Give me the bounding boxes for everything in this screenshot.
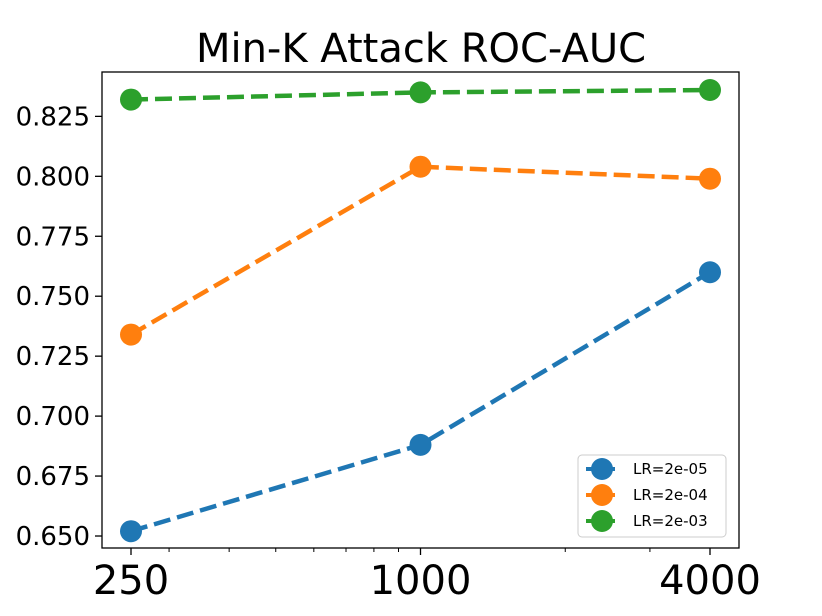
data-point bbox=[409, 81, 432, 104]
legend: LR=2e-05 LR=2e-04 LR=2e-03 bbox=[577, 454, 727, 538]
data-point bbox=[699, 167, 721, 190]
legend-item: LR=2e-04 bbox=[586, 484, 708, 506]
x-tick-label: 4000 bbox=[659, 558, 761, 604]
y-tick-label: 0.650 bbox=[16, 522, 90, 552]
data-point bbox=[120, 323, 142, 346]
data-point bbox=[409, 433, 432, 456]
data-point bbox=[120, 520, 142, 543]
legend-marker bbox=[591, 458, 613, 480]
x-tick-label: 250 bbox=[93, 558, 169, 604]
series-layer bbox=[120, 78, 721, 543]
legend-label: LR=2e-04 bbox=[633, 486, 708, 504]
axes-layer: 0.650 0.675 0.700 0.725 0.750 0.775 0.800 0.825… bbox=[16, 102, 761, 604]
legend-marker bbox=[591, 484, 613, 506]
y-tick-label: 0.700 bbox=[16, 402, 90, 432]
y-tick-label: 0.675 bbox=[16, 462, 90, 492]
legend-box bbox=[577, 454, 727, 538]
series-2 bbox=[120, 78, 721, 111]
y-tick-label: 0.825 bbox=[16, 102, 90, 132]
legend-item: LR=2e-03 bbox=[586, 510, 708, 532]
chart-title: Min-K Attack ROC-AUC bbox=[196, 26, 646, 72]
legend-marker bbox=[591, 510, 613, 532]
y-tick-label: 0.750 bbox=[16, 282, 90, 312]
legend-item: LR=2e-05 bbox=[586, 458, 708, 480]
data-point bbox=[120, 88, 142, 111]
series-0 bbox=[120, 261, 721, 543]
legend-label: LR=2e-03 bbox=[633, 512, 708, 530]
y-tick-label: 0.800 bbox=[16, 162, 90, 192]
series-1 bbox=[120, 155, 721, 346]
legend-label: LR=2e-05 bbox=[633, 460, 708, 478]
x-tick-label: 1000 bbox=[370, 558, 472, 604]
y-tick-label: 0.725 bbox=[16, 342, 90, 372]
y-tick-label: 0.775 bbox=[16, 222, 90, 252]
data-point bbox=[409, 155, 432, 178]
data-point bbox=[699, 78, 721, 101]
series-line bbox=[129, 164, 711, 337]
data-point bbox=[699, 261, 721, 284]
